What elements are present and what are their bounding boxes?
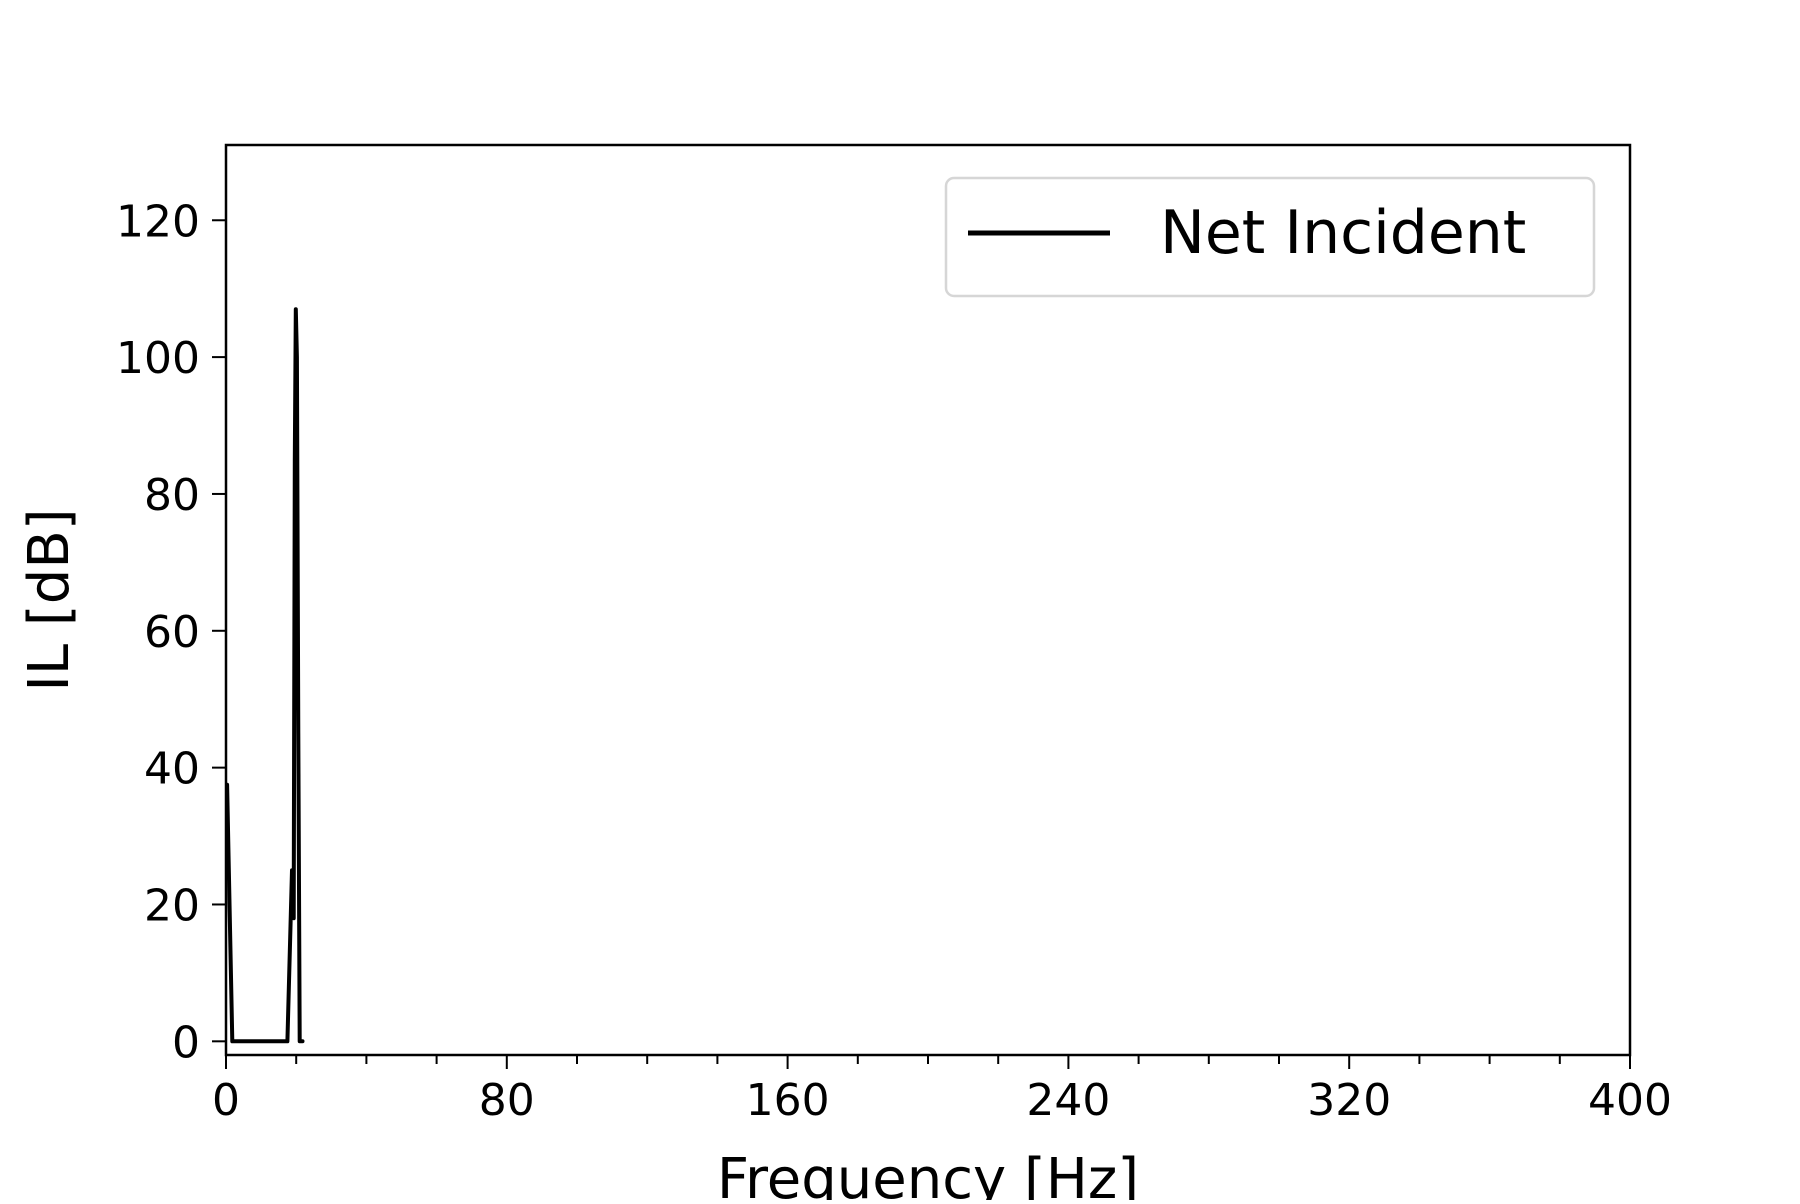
x-tick-label-400: 400 xyxy=(1588,1075,1672,1126)
legend-box xyxy=(944,176,1596,298)
series-line-net-incident xyxy=(225,307,305,1044)
y-tick-label-80: 80 xyxy=(144,470,200,521)
y-axis-label: IL [dB] xyxy=(17,508,82,691)
legend: Net Incident xyxy=(944,176,1596,298)
x-axis: 0 80 160 240 320 400 xyxy=(212,1055,1672,1126)
y-tick-label-120: 120 xyxy=(116,196,200,247)
x-tick-label-0: 0 xyxy=(212,1075,240,1126)
x-tick-label-320: 320 xyxy=(1307,1075,1391,1126)
y-tick-label-0: 0 xyxy=(172,1017,200,1068)
y-tick-label-60: 60 xyxy=(144,607,200,658)
x-tick-label-80: 80 xyxy=(479,1075,535,1126)
series-layer xyxy=(225,307,305,1044)
y-tick-label-20: 20 xyxy=(144,880,200,931)
y-tick-label-40: 40 xyxy=(144,744,200,795)
y-axis: 0 20 40 60 80 100 120 xyxy=(116,196,226,1068)
x-axis-label: Frequency [Hz] xyxy=(717,1147,1139,1200)
y-tick-label-100: 100 xyxy=(116,333,200,384)
legend-label-net-incident: Net Incident xyxy=(1160,198,1526,268)
x-tick-label-240: 240 xyxy=(1026,1075,1110,1126)
x-tick-label-160: 160 xyxy=(746,1075,830,1126)
